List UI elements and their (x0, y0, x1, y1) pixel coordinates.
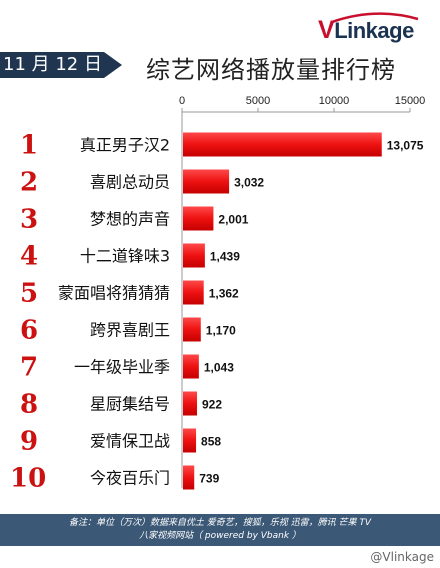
value-label: 3,032 (234, 176, 264, 190)
x-tick-label: 0 (179, 95, 185, 107)
rank-number: 2 (20, 168, 38, 198)
bar (183, 206, 214, 231)
rank-number: 5 (20, 279, 38, 309)
footer-line-1: 备注：单位（万次）数据来自优土 爱奇艺，搜狐，乐视 迅雷，腾讯 芒果 TV (68, 518, 372, 528)
rank-number: 6 (20, 316, 38, 346)
x-tick-label: 15000 (395, 95, 426, 107)
chart-title: 综艺网络播放量排行榜 (146, 56, 396, 84)
ranking-bar-chart: 0 5000 10000 15000 1 真正男子汉2 13,075 2 喜剧总动员 3,032 3… (10, 95, 426, 494)
bar (183, 354, 199, 379)
bar (183, 428, 197, 453)
value-label: 1,362 (209, 287, 239, 301)
category-label: 真正男子汉2 (80, 136, 170, 155)
footer-note: 备注：单位（万次）数据来自优土 爱奇艺，搜狐，乐视 迅雷，腾讯 芒果 TV 八家… (0, 514, 440, 546)
value-label: 1,170 (206, 324, 236, 338)
x-tick-label: 5000 (246, 95, 270, 107)
value-label: 1,439 (210, 250, 240, 264)
category-label: 一年级毕业季 (74, 358, 170, 377)
category-label: 爱情保卫战 (90, 432, 170, 451)
rank-number: 3 (20, 205, 38, 235)
value-label: 858 (201, 435, 221, 449)
bar (183, 280, 204, 305)
footer-line-2: 八家视频网站（ powered by Vbank ） (139, 531, 301, 541)
rank-number: 10 (10, 464, 46, 494)
x-tick-label: 10000 (319, 95, 350, 107)
rank-number: 8 (20, 390, 38, 420)
bar (183, 465, 195, 490)
category-label: 喜剧总动员 (90, 173, 170, 192)
brand-logo-rest: Linkage (334, 18, 414, 43)
rank-number: 9 (20, 427, 38, 457)
value-label: 13,075 (387, 139, 424, 153)
category-label: 今夜百乐门 (90, 469, 170, 488)
bar (183, 391, 198, 416)
rank-number: 7 (20, 353, 38, 383)
brand-logo-v: V (318, 16, 335, 44)
category-label: 蒙面唱将猜猜猜 (58, 284, 170, 303)
rank-number: 1 (20, 131, 38, 161)
rank-number: 4 (20, 242, 38, 272)
bar (183, 169, 230, 194)
value-label: 1,043 (204, 361, 234, 375)
brand-logo: VLinkage (318, 16, 414, 45)
date-tag: 11 月 12 日 (0, 52, 122, 78)
category-label: 十二道锋味3 (80, 247, 170, 266)
bar (183, 132, 382, 157)
value-label: 739 (199, 472, 219, 486)
bar (183, 317, 201, 342)
brand-swoosh-icon (330, 8, 420, 27)
value-label: 922 (202, 398, 222, 412)
bar (183, 243, 205, 268)
category-label: 梦想的声音 (90, 210, 170, 229)
value-label: 2,001 (218, 213, 248, 227)
category-label: 星厨集结号 (90, 395, 170, 414)
watermark: @Vlinkage (370, 550, 434, 564)
category-label: 跨界喜剧王 (90, 321, 170, 340)
